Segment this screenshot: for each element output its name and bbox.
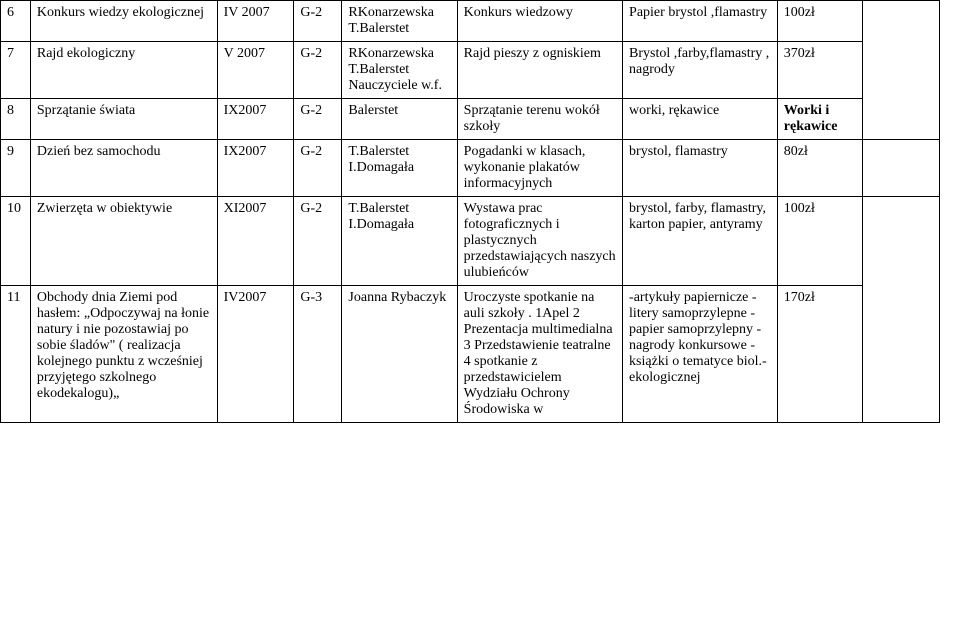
cell-title: Dzień bez samochodu bbox=[30, 140, 217, 197]
cell-date: XI2007 bbox=[217, 197, 294, 286]
cell-organizer: Balerstet bbox=[342, 99, 457, 140]
cell-num: 6 bbox=[1, 1, 31, 42]
cell-desc: Konkurs wiedzowy bbox=[457, 1, 622, 42]
cell-desc: Uroczyste spotkanie na auli szkoły . 1Ap… bbox=[457, 286, 622, 423]
cell-materials: worki, rękawice bbox=[623, 99, 778, 140]
cell-group: G-2 bbox=[294, 140, 342, 197]
cell-organizer: Joanna Rybaczyk bbox=[342, 286, 457, 423]
cell-desc: Pogadanki w klasach, wykonanie plakatów … bbox=[457, 140, 622, 197]
cell-title: Obchody dnia Ziemi pod hasłem: „Odpoczyw… bbox=[30, 286, 217, 423]
cell-materials: brystol, farby, flamastry, karton papier… bbox=[623, 197, 778, 286]
table-row: 8Sprzątanie świataIX2007G-2BalerstetSprz… bbox=[1, 99, 940, 140]
cell-organizer: T.Balerstet I.Domagała bbox=[342, 197, 457, 286]
cell-desc: Rajd pieszy z ogniskiem bbox=[457, 42, 622, 99]
cell-num: 8 bbox=[1, 99, 31, 140]
cell-cost: 370zł bbox=[777, 42, 862, 99]
table-row: 11Obchody dnia Ziemi pod hasłem: „Odpocz… bbox=[1, 286, 940, 423]
cell-num: 9 bbox=[1, 140, 31, 197]
cell-date: IV2007 bbox=[217, 286, 294, 423]
cell-materials: -artykuły papiernicze -litery samoprzyle… bbox=[623, 286, 778, 423]
cell-num: 10 bbox=[1, 197, 31, 286]
cell-cost: Worki i rękawice bbox=[777, 99, 862, 140]
cell-num: 11 bbox=[1, 286, 31, 423]
cell-num: 7 bbox=[1, 42, 31, 99]
table-row: 7Rajd ekologicznyV 2007G-2RKonarzewska T… bbox=[1, 42, 940, 99]
table-row: 10Zwierzęta w obiektywieXI2007G-2T.Baler… bbox=[1, 197, 940, 286]
cell-desc: Wystawa prac fotograficznych i plastyczn… bbox=[457, 197, 622, 286]
cell-extra bbox=[863, 197, 940, 423]
cell-title: Konkurs wiedzy ekologicznej bbox=[30, 1, 217, 42]
schedule-table: 6Konkurs wiedzy ekologicznejIV 2007G-2RK… bbox=[0, 0, 940, 423]
cell-cost: 100zł bbox=[777, 1, 862, 42]
cell-desc: Sprzątanie terenu wokół szkoły bbox=[457, 99, 622, 140]
cell-cost: 100zł bbox=[777, 197, 862, 286]
cell-title: Sprzątanie świata bbox=[30, 99, 217, 140]
cell-cost: 170zł bbox=[777, 286, 862, 423]
cell-organizer: T.Balerstet I.Domagała bbox=[342, 140, 457, 197]
table-row: 6Konkurs wiedzy ekologicznejIV 2007G-2RK… bbox=[1, 1, 940, 42]
table-row: 9Dzień bez samochoduIX2007G-2T.Balerstet… bbox=[1, 140, 940, 197]
cell-group: G-3 bbox=[294, 286, 342, 423]
cell-date: IX2007 bbox=[217, 140, 294, 197]
cell-group: G-2 bbox=[294, 99, 342, 140]
cell-materials: Brystol ,farby,flamastry , nagrody bbox=[623, 42, 778, 99]
cell-date: IX2007 bbox=[217, 99, 294, 140]
cell-organizer: RKonarzewska T.Balerstet bbox=[342, 1, 457, 42]
cell-date: V 2007 bbox=[217, 42, 294, 99]
cell-group: G-2 bbox=[294, 1, 342, 42]
cell-extra bbox=[863, 140, 940, 197]
cell-extra bbox=[863, 1, 940, 140]
cell-group: G-2 bbox=[294, 42, 342, 99]
cell-materials: Papier brystol ,flamastry bbox=[623, 1, 778, 42]
cell-date: IV 2007 bbox=[217, 1, 294, 42]
cell-organizer: RKonarzewska T.Balerstet Nauczyciele w.f… bbox=[342, 42, 457, 99]
cell-group: G-2 bbox=[294, 197, 342, 286]
cell-cost: 80zł bbox=[777, 140, 862, 197]
cell-title: Rajd ekologiczny bbox=[30, 42, 217, 99]
cell-title: Zwierzęta w obiektywie bbox=[30, 197, 217, 286]
cell-materials: brystol, flamastry bbox=[623, 140, 778, 197]
